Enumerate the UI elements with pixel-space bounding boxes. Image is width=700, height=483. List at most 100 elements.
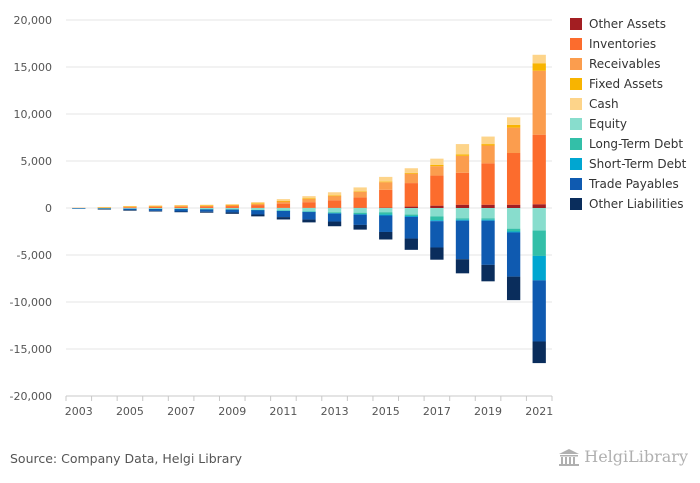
legend-label: Short-Term Debt	[589, 157, 687, 171]
bar-segment	[302, 202, 316, 208]
legend-item: Short-Term Debt	[570, 154, 686, 174]
x-tick-label: 2015	[372, 405, 400, 418]
bar-segment	[379, 176, 393, 182]
y-tick-label: 0	[45, 202, 52, 215]
bar-segment	[506, 117, 521, 125]
bar-segment	[506, 204, 521, 208]
bar-segment	[225, 212, 239, 214]
bar-segment	[174, 209, 188, 212]
bar-segment	[430, 216, 444, 221]
bar-segment	[481, 218, 495, 220]
bar-segment	[379, 207, 393, 209]
bar-segment	[174, 211, 188, 213]
bar-segment	[532, 70, 546, 135]
helgi-library-logo: HelgiLibrary	[558, 447, 688, 466]
bar-segment	[430, 158, 444, 165]
bar-segment	[455, 220, 470, 260]
bar-segment	[404, 172, 418, 174]
bar-segment	[200, 208, 214, 210]
bar-segment	[404, 216, 418, 239]
bar-segment	[200, 204, 214, 206]
bar-segment	[506, 124, 521, 128]
bar-segment	[200, 206, 214, 208]
bar-segment	[200, 205, 214, 207]
x-tick-label: 2005	[116, 405, 144, 418]
bar-segment	[174, 206, 188, 208]
bar-segment	[251, 203, 265, 206]
bar-segment	[200, 205, 214, 207]
bar-segment	[404, 215, 418, 217]
bar-segment	[327, 192, 342, 196]
legend-label: Trade Payables	[589, 177, 679, 191]
legend-item: Long-Term Debt	[570, 134, 686, 154]
bar-segment	[251, 208, 265, 210]
bar-segment	[379, 208, 393, 213]
bars	[72, 54, 546, 364]
bar-segment	[481, 204, 495, 208]
bar-segment	[327, 200, 342, 208]
bar-segment	[404, 168, 418, 173]
bar-segment	[379, 181, 393, 183]
bar-segment	[225, 204, 239, 205]
bar-segment	[148, 206, 163, 208]
bar-segment	[276, 203, 291, 208]
bar-segment	[123, 207, 137, 208]
bar-segment	[200, 209, 214, 212]
legend-swatch	[570, 78, 582, 90]
x-tick-label: 2009	[218, 405, 246, 418]
y-tick-label: -15,000	[10, 343, 52, 356]
legend-swatch	[570, 18, 582, 30]
legend-swatch	[570, 198, 582, 210]
bar-segment	[353, 197, 367, 208]
legend-item: Other Liabilities	[570, 194, 686, 214]
bar-segment	[353, 208, 367, 213]
legend: Other Assets Inventories Receivables Fixed …	[570, 14, 686, 214]
bar-segment	[404, 173, 418, 184]
legend-item: Equity	[570, 114, 686, 134]
bar-segment	[481, 264, 495, 282]
bar-segment	[353, 187, 367, 192]
legend-label: Other Assets	[589, 17, 666, 31]
x-tick-label: 2021	[525, 405, 553, 418]
bar-segment	[225, 206, 239, 208]
bar-segment	[225, 204, 239, 206]
bar-segment	[302, 211, 316, 212]
bar-segment	[123, 205, 137, 207]
bar-segment	[276, 208, 291, 211]
legend-item: Fixed Assets	[570, 74, 686, 94]
bar-segment	[353, 191, 367, 192]
x-tick-label: 2013	[321, 405, 349, 418]
bar-segment	[276, 201, 291, 204]
chart: 20,000 15,000 10,000 5,000 0 -5,000 -10,000 -15…	[10, 14, 554, 418]
y-tick-label: -20,000	[10, 390, 52, 403]
legend-label: Receivables	[589, 57, 661, 71]
bar-segment	[455, 154, 470, 156]
library-building-icon	[559, 448, 580, 466]
bar-segment	[455, 219, 470, 221]
bar-segment	[532, 204, 546, 208]
bar-segment	[302, 212, 316, 220]
bar-segment	[97, 208, 112, 209]
bar-segment	[302, 219, 316, 223]
bar-segment	[123, 210, 137, 211]
bar-segment	[481, 145, 495, 164]
legend-label: Equity	[589, 117, 627, 131]
bar-segment	[532, 134, 546, 205]
bar-segment	[379, 212, 393, 215]
bar-segment	[276, 217, 291, 220]
bar-segment	[506, 232, 521, 277]
bar-segment	[225, 204, 239, 207]
bar-segment	[302, 198, 316, 200]
bar-segment	[481, 219, 495, 221]
bar-segment	[148, 205, 163, 206]
bar-segment	[327, 195, 342, 197]
bar-segment	[302, 198, 316, 203]
bar-segment	[379, 214, 393, 216]
bar-segment	[455, 144, 470, 155]
bar-segment	[506, 208, 521, 229]
bar-segment	[327, 208, 342, 213]
bar-segment	[276, 199, 291, 201]
bar-segment	[532, 208, 546, 231]
x-tick-label: 2007	[167, 405, 195, 418]
bar-segment	[353, 212, 367, 215]
